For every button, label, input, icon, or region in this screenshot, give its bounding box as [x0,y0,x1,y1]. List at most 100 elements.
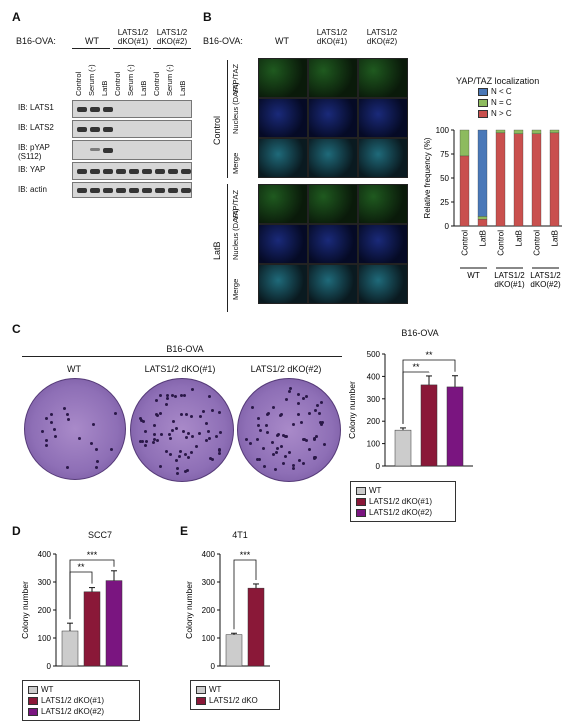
colony-dot [190,415,194,418]
chart-b-legend-swatch-2 [478,98,488,107]
chart-e-ytick-label: 100 [202,634,216,643]
colony-dot [289,386,293,390]
colony-dot [256,423,260,427]
colony-dot [176,471,180,475]
lane-label: Control [113,71,122,96]
panel-a-group-underline-3 [153,48,191,49]
colony-dot [44,438,48,442]
colony-dot [301,397,305,401]
colony-dot [280,444,284,448]
channel-label: Merge [231,278,240,300]
chart-e-legend-label-1: WT [209,685,222,694]
chart-b-xtick-label: LatB [515,230,524,246]
chart-b-legend-label-2: N = C [491,98,512,107]
colony-dot [140,418,144,422]
blot-band [90,169,100,174]
colony-dot [296,412,300,416]
colony-dot [152,423,156,427]
chart-c-ytick-label: 0 [376,462,381,471]
panel-b-row-title: B16-OVA: [203,36,243,46]
chart-d-bar [83,591,101,667]
colony-dot [152,440,156,444]
chart-d-legend-item-3: LATS1/2 dKO(#2) [28,706,134,717]
colony-dot [312,437,316,441]
colony-dot [320,401,324,405]
chart-c-ylabel: Colony number [347,381,357,439]
colony-dot [270,440,274,444]
micrograph-tile [358,58,408,98]
blot-strip [72,100,192,118]
colony-dot [245,438,249,442]
micrograph-tile [358,98,408,138]
chart-d-ytick-label: 100 [38,634,52,643]
colony-dot [185,436,189,440]
colony-dot [205,422,209,426]
micrograph-tile [258,98,308,138]
dish-label-wt: WT [67,364,81,374]
colony-dot [155,439,159,443]
colony-dot [249,441,253,445]
blot-strip [72,120,192,138]
chart-d-legend-swatch-1 [28,685,38,694]
colony-dot [158,465,162,469]
chart-b-bar-segment [531,129,542,134]
colony-dot [65,465,69,469]
colony-dot [45,443,49,447]
colony-dot [198,415,202,419]
colony-dot [202,410,206,414]
lane-label: Serum (-) [87,64,96,96]
colony-dot [266,431,270,435]
chart-b-group-label: LATS1/2 [530,271,561,280]
panel-c-letter: C [12,322,21,336]
chart-c-legend-swatch-3 [356,508,366,517]
colony-dot [256,437,260,441]
colony-dot [49,420,53,424]
chart-d-sig-label: *** [87,550,98,560]
colony-dot [292,466,296,470]
chart-b-bar-segment [513,129,524,134]
blot-band [103,127,113,132]
colony-dot [275,433,279,437]
chart-c-legend-item-2: LATS1/2 dKO(#1) [356,496,450,507]
colony-dot [275,451,279,455]
colony-dot [284,398,288,402]
chart-b-legend-label-3: N > C [491,109,512,118]
chart-b-legend-item-2: N = C [478,97,512,108]
micrograph-tile [358,224,408,264]
chart-b-bar-segment [549,132,560,227]
chart-e-title: 4T1 [232,530,248,540]
chart-e-ylabel: Colony number [184,581,194,639]
blot-band [116,169,126,174]
colony-dot [281,434,285,437]
colony-dot [114,411,118,415]
blot-band [155,188,165,193]
blot-band [90,148,100,151]
chart-b-legend-swatch-1 [478,87,488,96]
blot-band [103,148,113,153]
lane-label: LatB [178,80,187,96]
chart-b-legend-label-1: N < C [491,87,512,96]
colony-dot [278,414,282,418]
dish-dko2 [237,378,341,482]
colony-dot [305,439,309,443]
panel-e-letter: E [180,524,189,538]
colony-dot [183,470,187,474]
blot-band [129,169,139,174]
chart-b-bar-segment [495,132,506,227]
colony-dot [282,462,286,466]
colony-dot [165,449,169,453]
colony-dot [219,431,223,435]
micrograph-tile [258,138,308,178]
micrograph-tile [308,58,358,98]
colony-dot [208,456,212,460]
colony-dot [174,426,178,430]
chart-e-bar [247,587,265,667]
colony-dot [211,457,215,461]
colony-dot [54,435,57,439]
colony-dot [67,417,71,421]
micrograph-tile [258,264,308,304]
colony-dot [265,423,269,427]
colony-dot [180,393,184,397]
chart-b-xtick-label: Control [533,230,542,256]
colony-dot [288,390,292,394]
